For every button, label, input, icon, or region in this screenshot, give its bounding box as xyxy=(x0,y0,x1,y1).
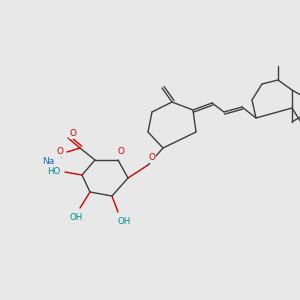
Text: O: O xyxy=(148,154,155,163)
Text: O: O xyxy=(70,130,76,139)
Text: O: O xyxy=(118,148,124,157)
Text: O: O xyxy=(56,148,64,157)
Text: +: + xyxy=(57,151,63,160)
Text: Na: Na xyxy=(42,158,54,166)
Text: HO: HO xyxy=(47,167,61,176)
Text: OH: OH xyxy=(69,214,82,223)
Text: OH: OH xyxy=(117,218,130,226)
